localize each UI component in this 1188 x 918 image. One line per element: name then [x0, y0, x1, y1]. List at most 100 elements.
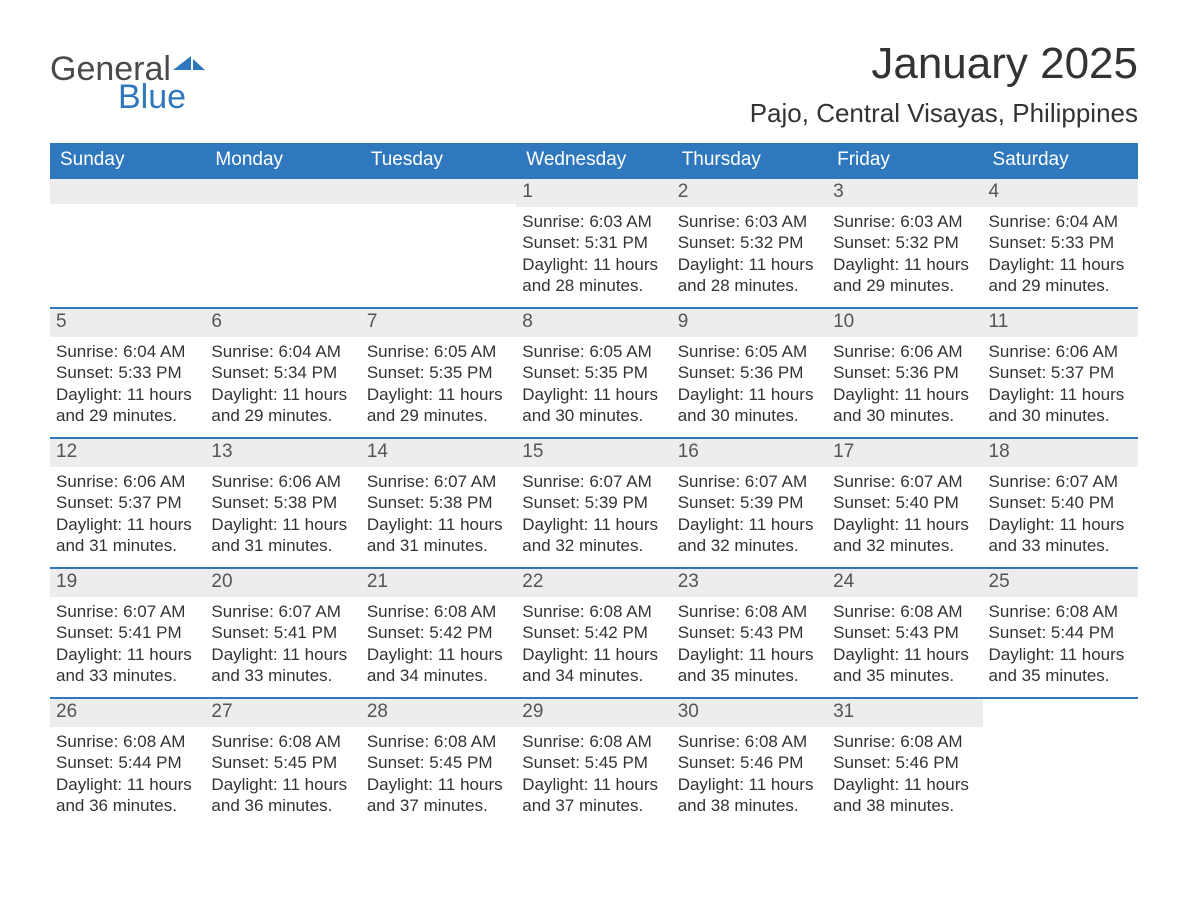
weekday-header: Wednesday: [516, 143, 671, 179]
day-number: 14: [361, 439, 516, 467]
sunset-line: Sunset: 5:39 PM: [678, 492, 821, 513]
sunset-line: Sunset: 5:42 PM: [367, 622, 510, 643]
daylight-line-2: and 28 minutes.: [522, 275, 665, 296]
sunrise-line: Sunrise: 6:08 AM: [522, 601, 665, 622]
day-number: 24: [827, 569, 982, 597]
daylight-line-1: Daylight: 11 hours: [678, 514, 821, 535]
calendar-day: 24Sunrise: 6:08 AMSunset: 5:43 PMDayligh…: [827, 569, 982, 697]
calendar-week: 26Sunrise: 6:08 AMSunset: 5:44 PMDayligh…: [50, 697, 1138, 826]
day-number: 30: [672, 699, 827, 727]
daylight-line-1: Daylight: 11 hours: [56, 514, 199, 535]
calendar-day-empty: [205, 179, 360, 307]
day-number: 5: [50, 309, 205, 337]
daylight-line-2: and 29 minutes.: [211, 405, 354, 426]
day-detail: Sunrise: 6:03 AMSunset: 5:31 PMDaylight:…: [516, 207, 671, 296]
day-number: 25: [983, 569, 1138, 597]
page-title: January 2025: [750, 40, 1138, 88]
day-detail: Sunrise: 6:08 AMSunset: 5:45 PMDaylight:…: [361, 727, 516, 816]
daylight-line-2: and 33 minutes.: [211, 665, 354, 686]
day-number: 31: [827, 699, 982, 727]
day-detail: Sunrise: 6:05 AMSunset: 5:35 PMDaylight:…: [361, 337, 516, 426]
day-detail: Sunrise: 6:08 AMSunset: 5:43 PMDaylight:…: [672, 597, 827, 686]
daylight-line-1: Daylight: 11 hours: [367, 384, 510, 405]
day-detail: Sunrise: 6:08 AMSunset: 5:42 PMDaylight:…: [361, 597, 516, 686]
day-number: 19: [50, 569, 205, 597]
daylight-line-2: and 28 minutes.: [678, 275, 821, 296]
sunrise-line: Sunrise: 6:07 AM: [211, 601, 354, 622]
day-number: 9: [672, 309, 827, 337]
daylight-line-2: and 32 minutes.: [522, 535, 665, 556]
calendar-day: 23Sunrise: 6:08 AMSunset: 5:43 PMDayligh…: [672, 569, 827, 697]
weekday-header: Friday: [827, 143, 982, 179]
daylight-line-2: and 37 minutes.: [522, 795, 665, 816]
day-number: 27: [205, 699, 360, 727]
daylight-line-1: Daylight: 11 hours: [56, 384, 199, 405]
daylight-line-1: Daylight: 11 hours: [522, 384, 665, 405]
day-number: 20: [205, 569, 360, 597]
calendar-day: 29Sunrise: 6:08 AMSunset: 5:45 PMDayligh…: [516, 699, 671, 826]
weekday-header: Saturday: [983, 143, 1138, 179]
sunset-line: Sunset: 5:41 PM: [56, 622, 199, 643]
sunrise-line: Sunrise: 6:07 AM: [56, 601, 199, 622]
calendar: SundayMondayTuesdayWednesdayThursdayFrid…: [50, 143, 1138, 826]
sunrise-line: Sunrise: 6:06 AM: [989, 341, 1132, 362]
daylight-line-2: and 30 minutes.: [678, 405, 821, 426]
day-detail: Sunrise: 6:04 AMSunset: 5:33 PMDaylight:…: [983, 207, 1138, 296]
sunrise-line: Sunrise: 6:08 AM: [56, 731, 199, 752]
daylight-line-2: and 31 minutes.: [367, 535, 510, 556]
day-number: 4: [983, 179, 1138, 207]
day-detail: Sunrise: 6:08 AMSunset: 5:45 PMDaylight:…: [516, 727, 671, 816]
daylight-line-2: and 29 minutes.: [833, 275, 976, 296]
calendar-week: 12Sunrise: 6:06 AMSunset: 5:37 PMDayligh…: [50, 437, 1138, 567]
day-number: 22: [516, 569, 671, 597]
calendar-day: 11Sunrise: 6:06 AMSunset: 5:37 PMDayligh…: [983, 309, 1138, 437]
calendar-day-empty: [361, 179, 516, 307]
day-number: 17: [827, 439, 982, 467]
sunset-line: Sunset: 5:38 PM: [367, 492, 510, 513]
page-header: General Blue January 2025 Pajo, Central …: [50, 40, 1138, 129]
sunset-line: Sunset: 5:37 PM: [989, 362, 1132, 383]
sunset-line: Sunset: 5:36 PM: [833, 362, 976, 383]
day-detail: Sunrise: 6:04 AMSunset: 5:33 PMDaylight:…: [50, 337, 205, 426]
day-number: 1: [516, 179, 671, 207]
daylight-line-2: and 36 minutes.: [56, 795, 199, 816]
sunrise-line: Sunrise: 6:08 AM: [522, 731, 665, 752]
sunset-line: Sunset: 5:32 PM: [833, 232, 976, 253]
sunset-line: Sunset: 5:40 PM: [989, 492, 1132, 513]
sunset-line: Sunset: 5:33 PM: [989, 232, 1132, 253]
day-detail: Sunrise: 6:08 AMSunset: 5:46 PMDaylight:…: [672, 727, 827, 816]
brand-logo: General Blue: [50, 40, 205, 114]
daylight-line-2: and 35 minutes.: [833, 665, 976, 686]
day-detail: Sunrise: 6:04 AMSunset: 5:34 PMDaylight:…: [205, 337, 360, 426]
calendar-day-empty: [50, 179, 205, 307]
day-number: 13: [205, 439, 360, 467]
calendar-day: 5Sunrise: 6:04 AMSunset: 5:33 PMDaylight…: [50, 309, 205, 437]
sunrise-line: Sunrise: 6:06 AM: [56, 471, 199, 492]
daylight-line-2: and 38 minutes.: [833, 795, 976, 816]
day-number: 26: [50, 699, 205, 727]
calendar-week: 19Sunrise: 6:07 AMSunset: 5:41 PMDayligh…: [50, 567, 1138, 697]
daylight-line-1: Daylight: 11 hours: [678, 774, 821, 795]
daylight-line-2: and 30 minutes.: [522, 405, 665, 426]
daylight-line-2: and 34 minutes.: [522, 665, 665, 686]
sunset-line: Sunset: 5:45 PM: [211, 752, 354, 773]
day-detail: Sunrise: 6:08 AMSunset: 5:42 PMDaylight:…: [516, 597, 671, 686]
calendar-weeks: 1Sunrise: 6:03 AMSunset: 5:31 PMDaylight…: [50, 179, 1138, 826]
daylight-line-1: Daylight: 11 hours: [211, 514, 354, 535]
sunrise-line: Sunrise: 6:06 AM: [211, 471, 354, 492]
day-number: 12: [50, 439, 205, 467]
calendar-day: 1Sunrise: 6:03 AMSunset: 5:31 PMDaylight…: [516, 179, 671, 307]
day-detail: Sunrise: 6:06 AMSunset: 5:37 PMDaylight:…: [50, 467, 205, 556]
sunrise-line: Sunrise: 6:08 AM: [833, 601, 976, 622]
calendar-day: 13Sunrise: 6:06 AMSunset: 5:38 PMDayligh…: [205, 439, 360, 567]
calendar-page: General Blue January 2025 Pajo, Central …: [0, 0, 1188, 866]
daylight-line-2: and 31 minutes.: [211, 535, 354, 556]
sunset-line: Sunset: 5:31 PM: [522, 232, 665, 253]
day-detail: Sunrise: 6:05 AMSunset: 5:36 PMDaylight:…: [672, 337, 827, 426]
calendar-day: 16Sunrise: 6:07 AMSunset: 5:39 PMDayligh…: [672, 439, 827, 567]
weekday-header: Thursday: [672, 143, 827, 179]
daylight-line-1: Daylight: 11 hours: [211, 644, 354, 665]
calendar-day: 19Sunrise: 6:07 AMSunset: 5:41 PMDayligh…: [50, 569, 205, 697]
sunrise-line: Sunrise: 6:05 AM: [367, 341, 510, 362]
sunset-line: Sunset: 5:43 PM: [678, 622, 821, 643]
